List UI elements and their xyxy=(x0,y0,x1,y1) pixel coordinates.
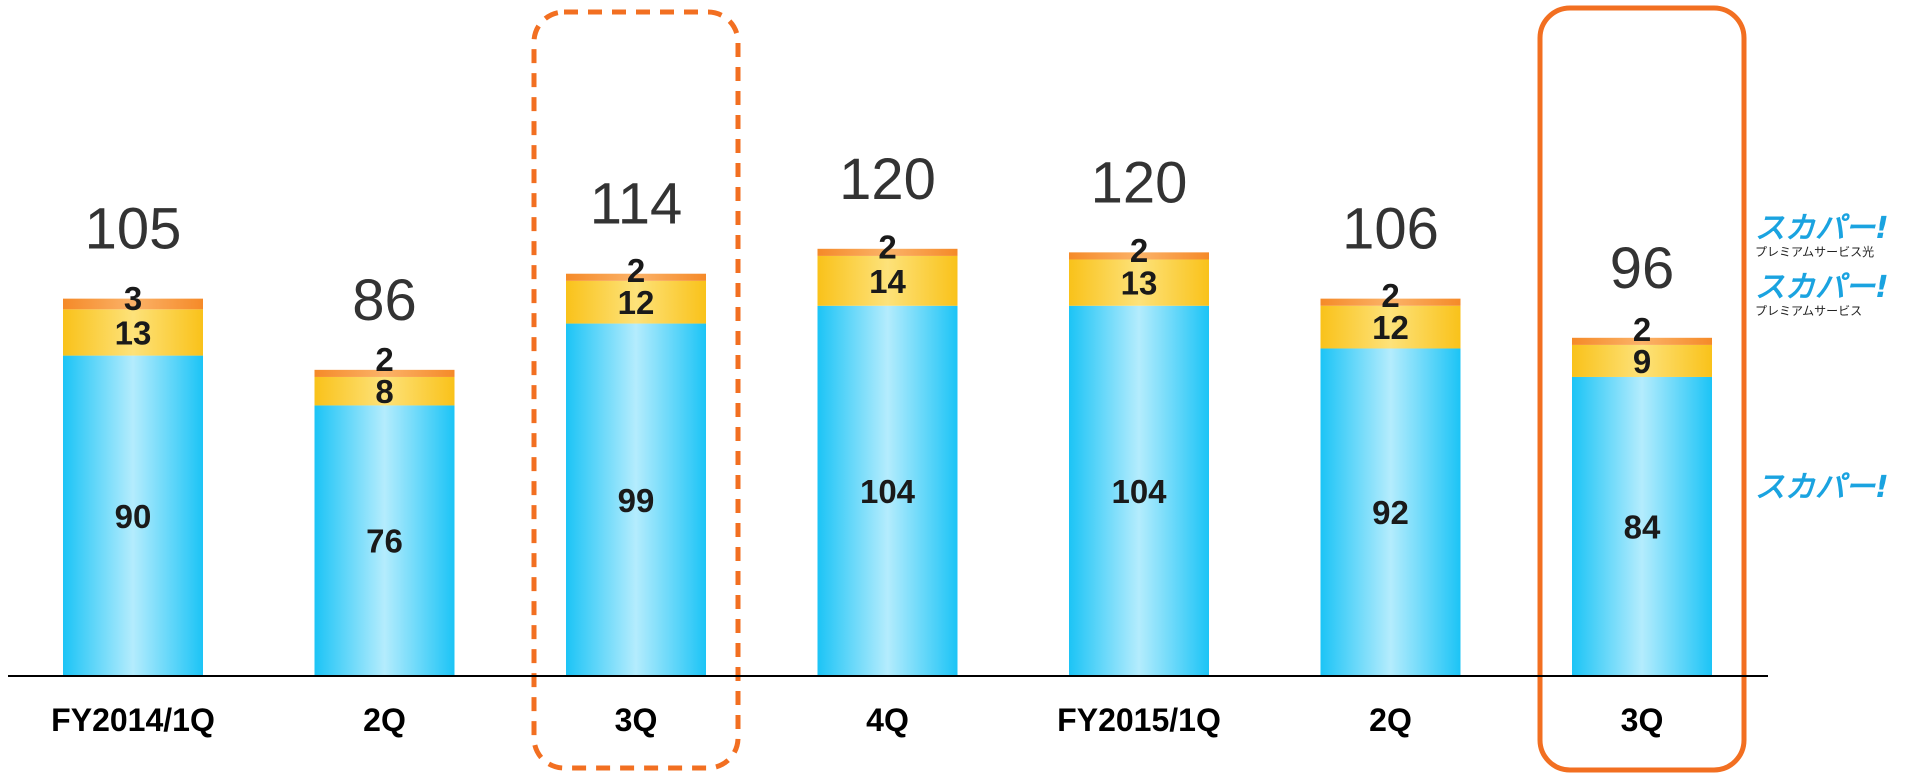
bar-total-label: 120 xyxy=(1091,150,1188,215)
x-tick-label: 2Q xyxy=(363,702,406,738)
segment-value-label: 13 xyxy=(1121,265,1158,302)
segment-value-label: 3 xyxy=(124,280,142,317)
bar-total-label: 120 xyxy=(839,147,936,212)
segment-value-label: 104 xyxy=(1111,473,1167,510)
x-tick-label: 2Q xyxy=(1369,702,1412,738)
bar-total-label: 106 xyxy=(1342,197,1439,262)
x-tick-label: FY2015/1Q xyxy=(1057,702,1221,738)
segment-value-label: 14 xyxy=(869,263,906,300)
segment-value-label: 92 xyxy=(1372,494,1409,531)
segment-value-label: 2 xyxy=(375,341,393,378)
segment-value-label: 99 xyxy=(618,482,655,519)
segment-value-label: 76 xyxy=(366,523,403,560)
segment-value-label: 2 xyxy=(627,252,645,289)
segment-value-label: 2 xyxy=(1130,232,1148,269)
segment-value-label: 2 xyxy=(1633,311,1651,348)
bars-group xyxy=(63,249,1712,676)
bar-total-label: 114 xyxy=(590,172,682,237)
segment-value-label: 2 xyxy=(878,228,896,265)
legend-brand-logo: スカパー! xyxy=(1755,470,1889,505)
bar-total-label: 105 xyxy=(85,197,182,262)
legend-sub-label: プレミアムサービス光 xyxy=(1755,245,1874,259)
segment-value-label: 13 xyxy=(115,314,152,351)
bar-total-label: 86 xyxy=(352,268,417,333)
segment-value-label: 90 xyxy=(115,498,152,535)
segment-value-label: 104 xyxy=(860,473,916,510)
segment-value-label: 84 xyxy=(1624,508,1661,545)
segment-value-label: 2 xyxy=(1381,277,1399,314)
segment-value-label: 12 xyxy=(1372,309,1409,346)
x-tick-label: FY2014/1Q xyxy=(51,702,215,738)
segment-value-label: 12 xyxy=(618,284,655,321)
x-tick-label: 3Q xyxy=(615,702,658,738)
legend-brand-logo: スカパー! xyxy=(1755,270,1889,305)
x-tick-label: 3Q xyxy=(1621,702,1664,738)
segment-value-label: 8 xyxy=(375,373,393,410)
segment-value-label: 9 xyxy=(1633,343,1651,380)
legend-brand-logo: スカパー! xyxy=(1755,211,1889,246)
bar-total-label: 96 xyxy=(1610,236,1675,301)
x-axis-labels: FY2014/1Q 2Q 3Q 4Q FY2015/1Q 2Q 3Q xyxy=(51,702,1663,738)
x-tick-label: 4Q xyxy=(866,702,909,738)
legend-sub-label: プレミアムサービス xyxy=(1755,304,1862,318)
